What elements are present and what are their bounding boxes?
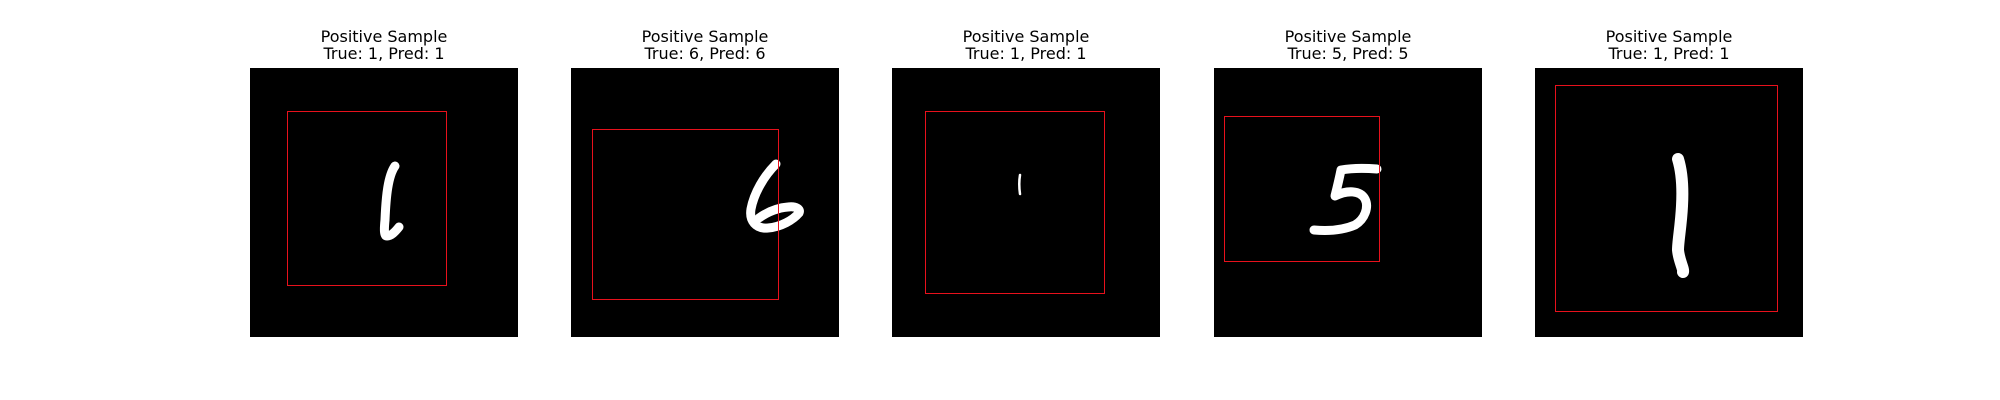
handwritten-digit-1 [379,161,404,241]
panel-subtitle-line: True: 6, Pred: 6 [644,44,766,63]
handwritten-digit-1 [1672,153,1690,278]
bounding-box [1555,85,1778,312]
digit-image [892,68,1160,337]
digit-image [1535,68,1803,337]
handwritten-digit-6 [746,159,804,233]
panel-title: Positive Sample True: 1, Pred: 1 [1535,28,1803,62]
sample-panel: Positive Sample True: 1, Pred: 1 [250,28,518,338]
panel-title: Positive Sample True: 1, Pred: 1 [250,28,518,62]
panel-subtitle-line: True: 1, Pred: 1 [965,44,1087,63]
panel-title-line: Positive Sample [641,27,769,46]
digit-image [571,68,839,337]
panel-title-line: Positive Sample [1605,27,1733,46]
handwritten-digit-1 [1018,173,1022,196]
sample-panel: Positive Sample True: 6, Pred: 6 [571,28,839,338]
panel-title: Positive Sample True: 1, Pred: 1 [892,28,1160,62]
panel-subtitle-line: True: 5, Pred: 5 [1287,44,1409,63]
panel-subtitle-line: True: 1, Pred: 1 [323,44,445,63]
panel-title-line: Positive Sample [1284,27,1412,46]
sample-panel: Positive Sample True: 1, Pred: 1 [1535,28,1803,338]
sample-panel: Positive Sample True: 5, Pred: 5 [1214,28,1482,338]
digit-image [250,68,518,337]
panel-title-line: Positive Sample [962,27,1090,46]
sample-panel: Positive Sample True: 1, Pred: 1 [892,28,1160,338]
bounding-box [925,111,1105,294]
bounding-box [287,111,447,286]
panel-title-line: Positive Sample [320,27,448,46]
panel-subtitle-line: True: 1, Pred: 1 [1608,44,1730,63]
panel-title: Positive Sample True: 6, Pred: 6 [571,28,839,62]
digit-image [1214,68,1482,337]
handwritten-digit-5 [1309,163,1382,235]
panel-title: Positive Sample True: 5, Pred: 5 [1214,28,1482,62]
bounding-box [1224,116,1380,262]
bounding-box [592,129,779,300]
